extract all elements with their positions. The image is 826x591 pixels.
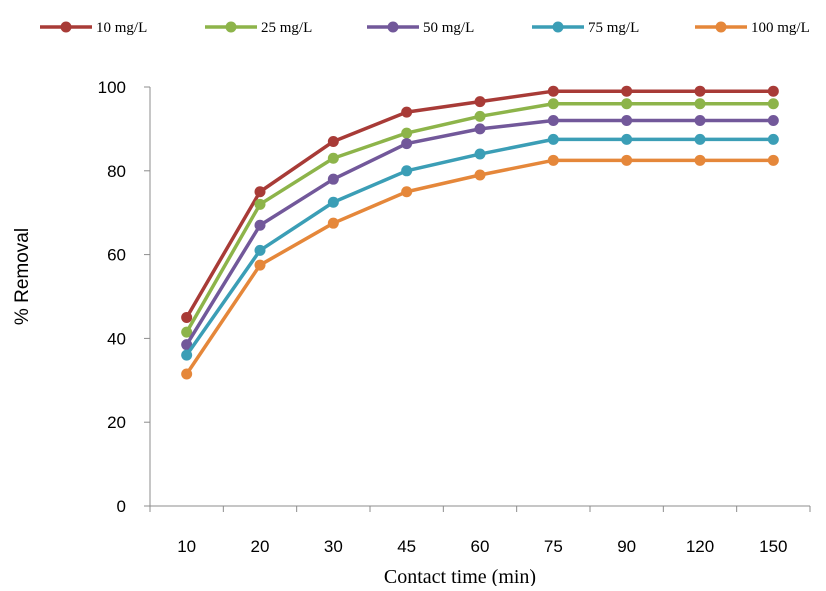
y-tick-label: 0	[117, 497, 126, 516]
x-tick-label: 45	[397, 537, 416, 556]
y-tick-label: 40	[107, 329, 126, 348]
data-point	[694, 85, 706, 97]
legend-swatch-marker	[225, 21, 237, 33]
series-group	[181, 85, 779, 380]
x-tick-label: 90	[617, 537, 636, 556]
legend-item: 75 mg/L	[532, 20, 639, 36]
x-tick-label: 120	[686, 537, 714, 556]
series-100-mg-l	[181, 154, 779, 380]
legend-swatch-marker	[552, 21, 564, 33]
data-point	[694, 154, 706, 166]
data-point	[767, 133, 779, 145]
x-tick-label: 30	[324, 537, 343, 556]
data-point	[181, 368, 193, 380]
data-point	[621, 154, 633, 166]
data-point	[254, 186, 266, 198]
legend-label: 50 mg/L	[423, 20, 474, 36]
legend: 10 mg/L 25 mg/L 50 mg/L 75 mg/L 100 mg/L	[40, 20, 810, 36]
data-point	[621, 85, 633, 97]
x-tick-label: 150	[759, 537, 787, 556]
legend-label: 75 mg/L	[588, 20, 639, 36]
data-point	[694, 98, 706, 110]
data-point	[767, 85, 779, 97]
data-point	[547, 98, 559, 110]
data-point	[621, 115, 633, 127]
data-point	[181, 311, 193, 323]
data-point	[327, 196, 339, 208]
x-axis-ticks: 10 20 30 45 60 75 90 120 150	[149, 506, 811, 556]
x-tick-label: 10	[177, 537, 196, 556]
y-axis-ticks: 0 20 40 60 80 100	[98, 78, 150, 516]
series-75-mg-l	[181, 133, 779, 361]
y-tick-label: 20	[107, 413, 126, 432]
data-point	[327, 152, 339, 164]
data-point	[694, 115, 706, 127]
data-point	[254, 244, 266, 256]
data-point	[621, 98, 633, 110]
series-line	[185, 158, 774, 375]
data-point	[621, 133, 633, 145]
x-tick-label: 60	[471, 537, 490, 556]
legend-swatch-marker	[60, 21, 72, 33]
data-point	[474, 169, 486, 181]
y-tick-label: 60	[107, 246, 126, 265]
data-point	[327, 217, 339, 229]
data-point	[401, 106, 413, 118]
data-point	[694, 133, 706, 145]
data-point	[547, 115, 559, 127]
legend-item: 25 mg/L	[205, 20, 312, 36]
y-tick-label: 80	[107, 162, 126, 181]
data-point	[547, 154, 559, 166]
legend-item: 10 mg/L	[40, 20, 147, 36]
data-point	[767, 98, 779, 110]
data-point	[547, 133, 559, 145]
y-axis-title: % Removal	[12, 228, 33, 325]
data-point	[474, 123, 486, 135]
data-point	[474, 148, 486, 160]
data-point	[181, 326, 193, 338]
legend-item: 100 mg/L	[695, 20, 810, 36]
y-tick-label: 100	[98, 78, 126, 97]
x-tick-label: 75	[544, 537, 563, 556]
series-10-mg-l	[181, 85, 779, 323]
legend-label: 25 mg/L	[261, 20, 312, 36]
data-point	[401, 186, 413, 198]
x-tick-label: 20	[251, 537, 270, 556]
legend-label: 100 mg/L	[751, 20, 810, 36]
legend-item: 50 mg/L	[367, 20, 474, 36]
data-point	[254, 259, 266, 271]
data-point	[767, 154, 779, 166]
legend-label: 10 mg/L	[96, 20, 147, 36]
data-point	[401, 138, 413, 150]
legend-swatch-marker	[387, 21, 399, 33]
series-25-mg-l	[181, 98, 779, 338]
data-point	[401, 127, 413, 139]
data-point	[401, 165, 413, 177]
data-point	[547, 85, 559, 97]
legend-swatch-marker	[715, 21, 727, 33]
x-axis-title: Contact time (min)	[384, 566, 536, 586]
data-point	[474, 96, 486, 108]
series-50-mg-l	[181, 115, 779, 351]
data-point	[254, 198, 266, 210]
data-point	[181, 339, 193, 351]
axes	[149, 87, 810, 507]
data-point	[327, 173, 339, 185]
data-point	[327, 135, 339, 147]
data-point	[474, 110, 486, 122]
data-point	[767, 115, 779, 127]
data-point	[181, 349, 193, 361]
data-point	[254, 219, 266, 231]
